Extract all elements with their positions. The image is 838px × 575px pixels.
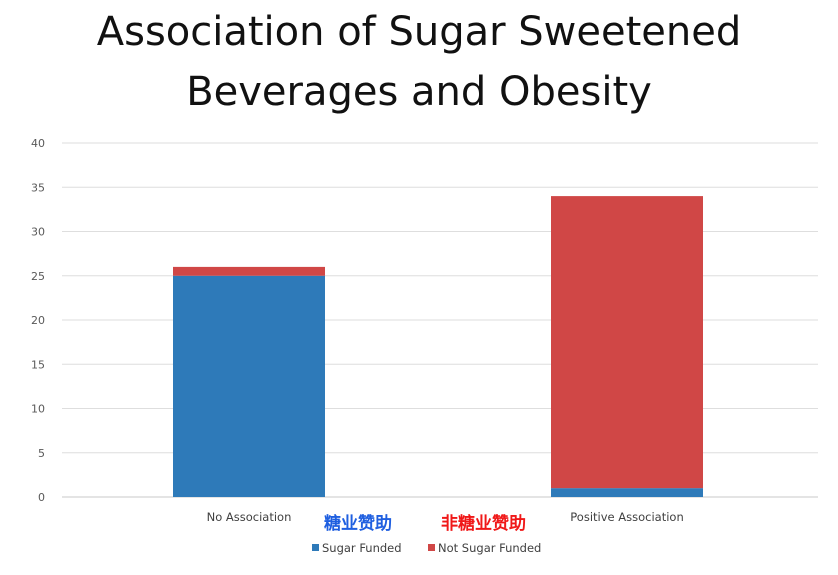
y-tick-label: 35 <box>31 181 45 194</box>
legend-swatch <box>428 544 435 551</box>
chart-title-line-2: Beverages and Obesity <box>186 69 652 115</box>
annotation-label: 糖业赞助 <box>324 513 392 534</box>
annotations: 糖业赞助 非糖业赞助 <box>324 513 526 534</box>
y-tick-label: 30 <box>31 226 45 239</box>
x-category-label: Positive Association <box>570 510 683 524</box>
bar-segment <box>173 275 325 497</box>
legend-label: Not Sugar Funded <box>438 541 541 555</box>
bar-segment <box>551 196 703 489</box>
y-axis-ticks: 0 5 10 15 20 25 30 35 40 <box>31 137 45 504</box>
y-tick-label: 40 <box>31 137 45 150</box>
annotation-label: 非糖业赞助 <box>441 513 526 534</box>
chart-title-line-1: Association of Sugar Sweetened <box>96 9 742 55</box>
y-tick-label: 0 <box>38 491 45 504</box>
y-tick-label: 5 <box>38 447 45 460</box>
bar-segment <box>551 488 703 497</box>
x-category-label: No Association <box>207 510 292 524</box>
chart-title: Association of Sugar Sweetened Beverages… <box>0 2 838 122</box>
y-tick-label: 20 <box>31 314 45 327</box>
legend-label: Sugar Funded <box>322 541 402 555</box>
x-axis-categories: No Association Positive Association <box>207 510 684 524</box>
y-tick-label: 15 <box>31 358 45 371</box>
legend: Sugar Funded Not Sugar Funded <box>312 541 541 555</box>
bars <box>173 196 703 497</box>
legend-swatch <box>312 544 319 551</box>
y-tick-label: 25 <box>31 270 45 283</box>
bar-segment <box>173 266 325 276</box>
y-tick-label: 10 <box>31 403 45 416</box>
